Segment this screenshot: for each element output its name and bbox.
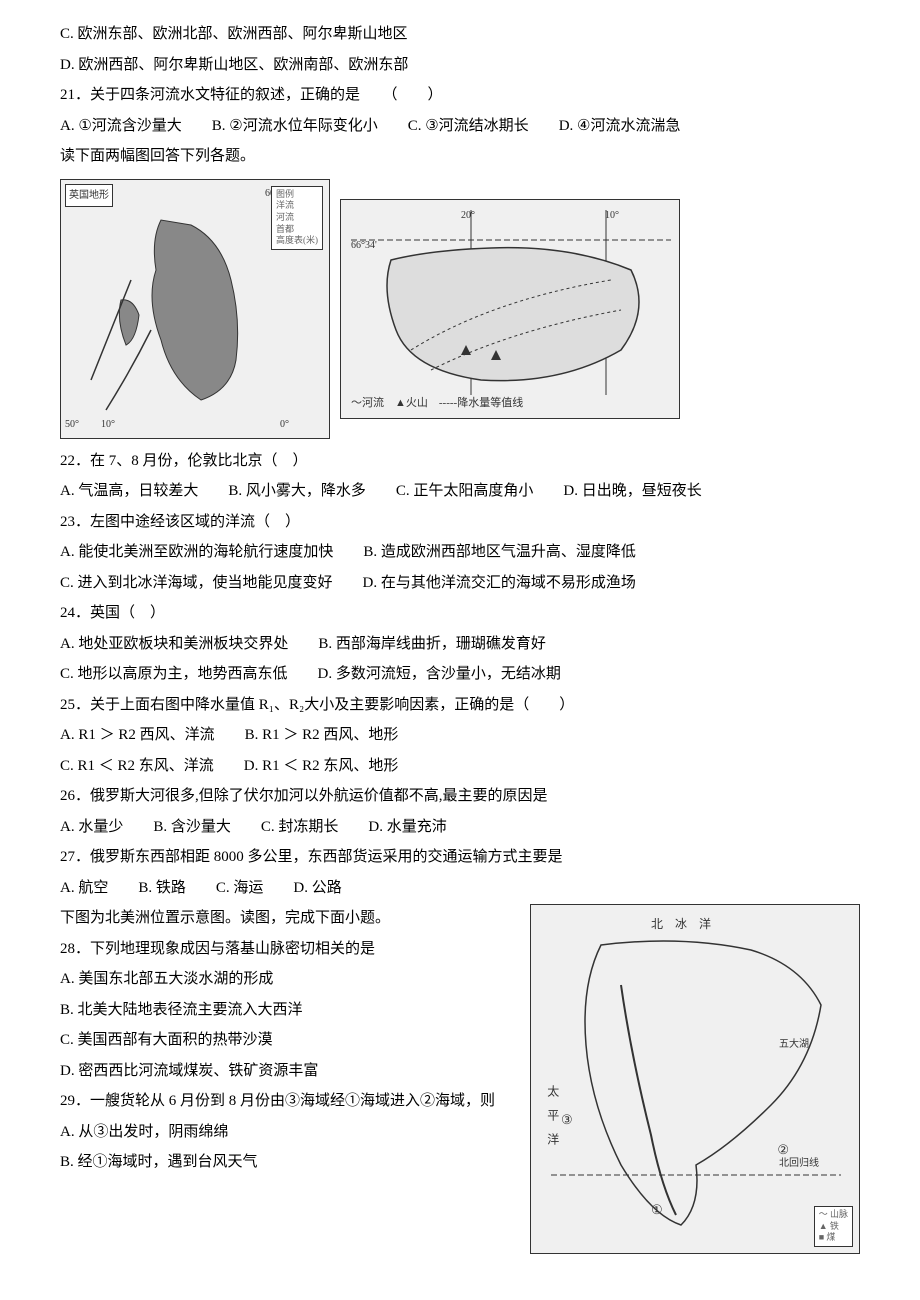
q24-d: D. 多数河流短，含沙量小，无结冰期: [318, 660, 561, 689]
q21-b: B. ②河流水位年际变化小: [212, 112, 378, 141]
uk-map: 英国地形 60° 50° 10° 0° 图例 洋流 河流 首都 高度表(米): [60, 179, 330, 439]
q23-options-2: C. 进入到北冰洋海域，使当地能见度变好 D. 在与其他洋流交汇的海域不易形成渔…: [60, 569, 860, 598]
q27-options: A. 航空 B. 铁路 C. 海运 D. 公路: [60, 874, 860, 903]
na-outline-icon: [531, 905, 861, 1255]
q23-stem: 23．左图中途经该区域的洋流（ ）: [60, 508, 860, 537]
q27-b: B. 铁路: [138, 874, 186, 903]
uk-outline-icon: [61, 180, 331, 440]
q26-a: A. 水量少: [60, 813, 123, 842]
figure-row-1: 英国地形 60° 50° 10° 0° 图例 洋流 河流 首都 高度表(米) 2…: [60, 179, 860, 439]
q25-d: D. R1 ＜ R2 东风、地形: [244, 752, 399, 781]
q21-stem: 21．关于四条河流水文特征的叙述，正确的是 （ ）: [60, 81, 860, 110]
q26-stem: 26．俄罗斯大河很多,但除了伏尔加河以外航运价值都不高,最主要的原因是: [60, 782, 860, 811]
q25-b: B. R1 ＞ R2 西风、地形: [245, 721, 399, 750]
option-c: C. 欧洲东部、欧洲北部、欧洲西部、阿尔卑斯山地区: [60, 20, 860, 49]
q22-b: B. 风小雾大，降水多: [228, 477, 366, 506]
q28-b: B. 北美大陆地表径流主要流入大西洋: [60, 996, 500, 1025]
q27-c: C. 海运: [216, 874, 264, 903]
q25-options-2: C. R1 ＜ R2 东风、洋流 D. R1 ＜ R2 东风、地形: [60, 752, 860, 781]
q22-stem: 22．在 7、8 月份，伦敦比北京（ ）: [60, 447, 860, 476]
q25-c: C. R1 ＜ R2 东风、洋流: [60, 752, 214, 781]
q23-a: A. 能使北美洲至欧洲的海轮航行速度加快: [60, 538, 333, 567]
q29-b: B. 经①海域时，遇到台风天气: [60, 1148, 500, 1177]
q25-options: A. R1 ＞ R2 西风、洋流 B. R1 ＞ R2 西风、地形: [60, 721, 860, 750]
q22-d: D. 日出晚，昼短夜长: [563, 477, 701, 506]
q27-a: A. 航空: [60, 874, 108, 903]
q23-b: B. 造成欧洲西部地区气温升高、湿度降低: [363, 538, 636, 567]
q25-a: A. R1 ＞ R2 西风、洋流: [60, 721, 215, 750]
q28-d: D. 密西西比河流域煤炭、铁矿资源丰富: [60, 1057, 500, 1086]
q21-options: A. ①河流含沙量大 B. ②河流水位年际变化小 C. ③河流结冰期长 D. ④…: [60, 112, 860, 141]
option-d: D. 欧洲西部、阿尔卑斯山地区、欧洲南部、欧洲东部: [60, 51, 860, 80]
q22-options: A. 气温高，日较差大 B. 风小雾大，降水多 C. 正午太阳高度角小 D. 日…: [60, 477, 860, 506]
q26-b: B. 含沙量大: [153, 813, 231, 842]
q21-a: A. ①河流含沙量大: [60, 112, 182, 141]
instruction-2: 下图为北美洲位置示意图。读图，完成下面小题。: [60, 904, 500, 933]
q22-c: C. 正午太阳高度角小: [396, 477, 534, 506]
q24-stem: 24．英国（ ）: [60, 599, 860, 628]
q28-stem: 28．下列地理现象成因与落基山脉密切相关的是: [60, 935, 500, 964]
north-america-map: 北 冰 洋 太 平 洋 五大湖 北回归线 ① ② ③ ～ 山脉 ▲ 铁 ■ 煤: [530, 904, 860, 1254]
q29-stem: 29．一艘货轮从 6 月份到 8 月份由③海域经①海域进入②海域，则: [60, 1087, 500, 1116]
instruction-1: 读下面两幅图回答下列各题。: [60, 142, 860, 171]
q23-d: D. 在与其他洋流交汇的海域不易形成渔场: [363, 569, 636, 598]
iceland-map: 20° 10° 66°34' R₁ R₂ ～河流 ▲火山 -----降水量等值线: [340, 199, 680, 419]
q29-a: A. 从③出发时，阴雨绵绵: [60, 1118, 500, 1147]
q26-c: C. 封冻期长: [261, 813, 339, 842]
q24-c: C. 地形以高原为主，地势西高东低: [60, 660, 288, 689]
q22-a: A. 气温高，日较差大: [60, 477, 198, 506]
q23-options: A. 能使北美洲至欧洲的海轮航行速度加快 B. 造成欧洲西部地区气温升高、湿度降…: [60, 538, 860, 567]
iceland-outline-icon: [341, 200, 681, 420]
q25-stem: 25．关于上面右图中降水量值 R₁、R₂大小及主要影响因素，正确的是（ ）: [60, 691, 860, 720]
q27-d: D. 公路: [293, 874, 341, 903]
q21-d: D. ④河流水流湍急: [559, 112, 681, 141]
q26-options: A. 水量少 B. 含沙量大 C. 封冻期长 D. 水量充沛: [60, 813, 860, 842]
q24-b: B. 西部海岸线曲折，珊瑚礁发育好: [318, 630, 546, 659]
q24-a: A. 地处亚欧板块和美洲板块交界处: [60, 630, 288, 659]
q28-a: A. 美国东北部五大淡水湖的形成: [60, 965, 500, 994]
q27-stem: 27．俄罗斯东西部相距 8000 多公里，东西部货运采用的交通运输方式主要是: [60, 843, 860, 872]
q26-d: D. 水量充沛: [368, 813, 446, 842]
q21-c: C. ③河流结冰期长: [408, 112, 529, 141]
q24-options: A. 地处亚欧板块和美洲板块交界处 B. 西部海岸线曲折，珊瑚礁发育好: [60, 630, 860, 659]
q23-c: C. 进入到北冰洋海域，使当地能见度变好: [60, 569, 333, 598]
q28-c: C. 美国西部有大面积的热带沙漠: [60, 1026, 500, 1055]
q24-options-2: C. 地形以高原为主，地势西高东低 D. 多数河流短，含沙量小，无结冰期: [60, 660, 860, 689]
